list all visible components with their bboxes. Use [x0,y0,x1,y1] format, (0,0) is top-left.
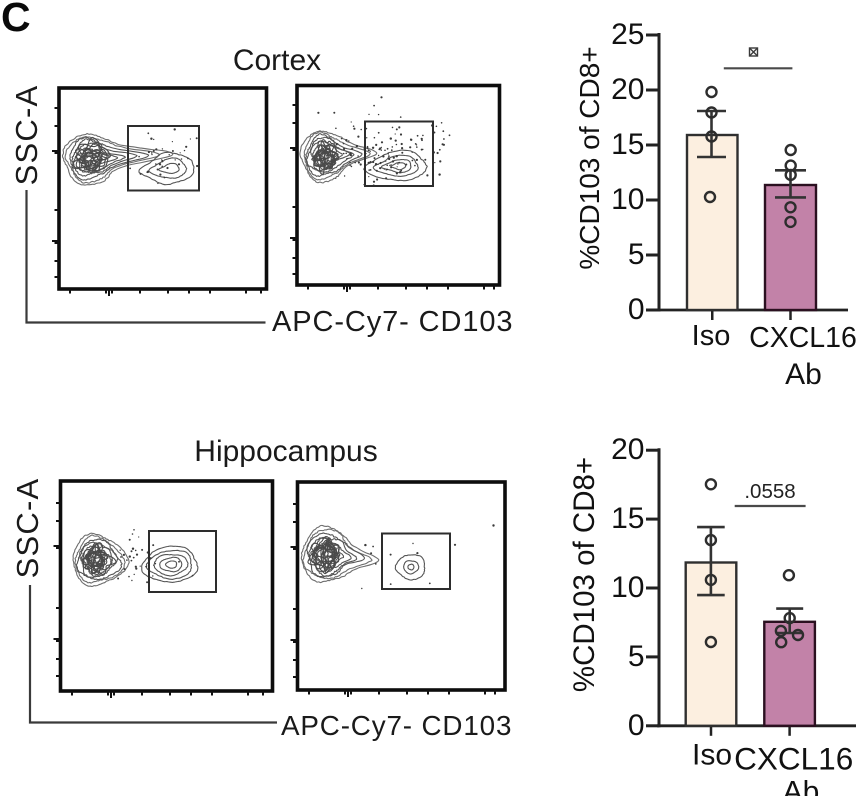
svg-text:25: 25 [611,18,644,51]
svg-text:Ab: Ab [783,776,820,797]
svg-text:5: 5 [628,640,645,673]
svg-text:15: 15 [611,502,644,535]
svg-text:Cortex: Cortex [233,44,321,77]
svg-text:15: 15 [611,128,644,161]
svg-text:0: 0 [628,709,645,742]
svg-text:SSC-A: SSC-A [9,85,44,186]
svg-text:20: 20 [611,73,644,106]
svg-text:APC-Cy7- CD103: APC-Cy7- CD103 [272,306,513,338]
svg-text:SSC-A: SSC-A [10,478,45,579]
svg-text:Iso: Iso [692,320,731,352]
svg-text:APC-Cy7- CD103: APC-Cy7- CD103 [281,710,512,741]
svg-text:Iso: Iso [692,739,732,772]
svg-text:Hippocampus: Hippocampus [194,435,377,468]
svg-text:%CD103 of CD8+: %CD103 of CD8+ [574,46,605,269]
svg-text:C: C [1,0,31,40]
svg-text:0: 0 [628,293,645,326]
svg-text:CXCL16: CXCL16 [749,322,857,354]
svg-text:CXCL16: CXCL16 [734,741,853,777]
svg-text:Ab: Ab [785,358,822,391]
svg-text:5: 5 [628,238,645,271]
svg-text:10: 10 [611,183,644,216]
svg-text:20: 20 [611,433,644,466]
svg-text:10: 10 [611,571,644,604]
svg-text:.0558: .0558 [744,480,795,503]
svg-text:%CD103 of CD8+: %CD103 of CD8+ [568,457,601,692]
